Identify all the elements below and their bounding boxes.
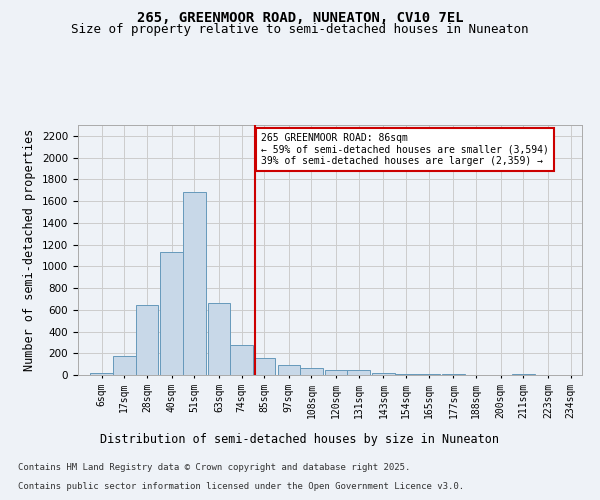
Y-axis label: Number of semi-detached properties: Number of semi-detached properties xyxy=(23,129,37,371)
Text: 265, GREENMOOR ROAD, NUNEATON, CV10 7EL: 265, GREENMOOR ROAD, NUNEATON, CV10 7EL xyxy=(137,11,463,25)
Text: Distribution of semi-detached houses by size in Nuneaton: Distribution of semi-detached houses by … xyxy=(101,432,499,446)
Text: Size of property relative to semi-detached houses in Nuneaton: Size of property relative to semi-detach… xyxy=(71,22,529,36)
Bar xyxy=(395,374,418,375)
Text: Contains HM Land Registry data © Crown copyright and database right 2025.: Contains HM Land Registry data © Crown c… xyxy=(18,464,410,472)
Bar xyxy=(512,374,535,375)
Bar xyxy=(230,344,253,375)
Bar xyxy=(136,306,158,375)
Bar xyxy=(418,374,440,375)
Bar xyxy=(160,252,183,375)
Bar xyxy=(183,192,206,375)
Bar xyxy=(253,358,275,375)
Bar xyxy=(325,370,347,375)
Bar xyxy=(372,373,395,375)
Bar xyxy=(91,373,113,375)
Bar xyxy=(300,368,323,375)
Text: 265 GREENMOOR ROAD: 86sqm
← 59% of semi-detached houses are smaller (3,594)
39% : 265 GREENMOOR ROAD: 86sqm ← 59% of semi-… xyxy=(261,132,549,166)
Bar xyxy=(208,304,230,375)
Bar xyxy=(442,374,465,375)
Bar xyxy=(278,365,300,375)
Bar xyxy=(113,356,136,375)
Text: Contains public sector information licensed under the Open Government Licence v3: Contains public sector information licen… xyxy=(18,482,464,491)
Bar xyxy=(347,370,370,375)
